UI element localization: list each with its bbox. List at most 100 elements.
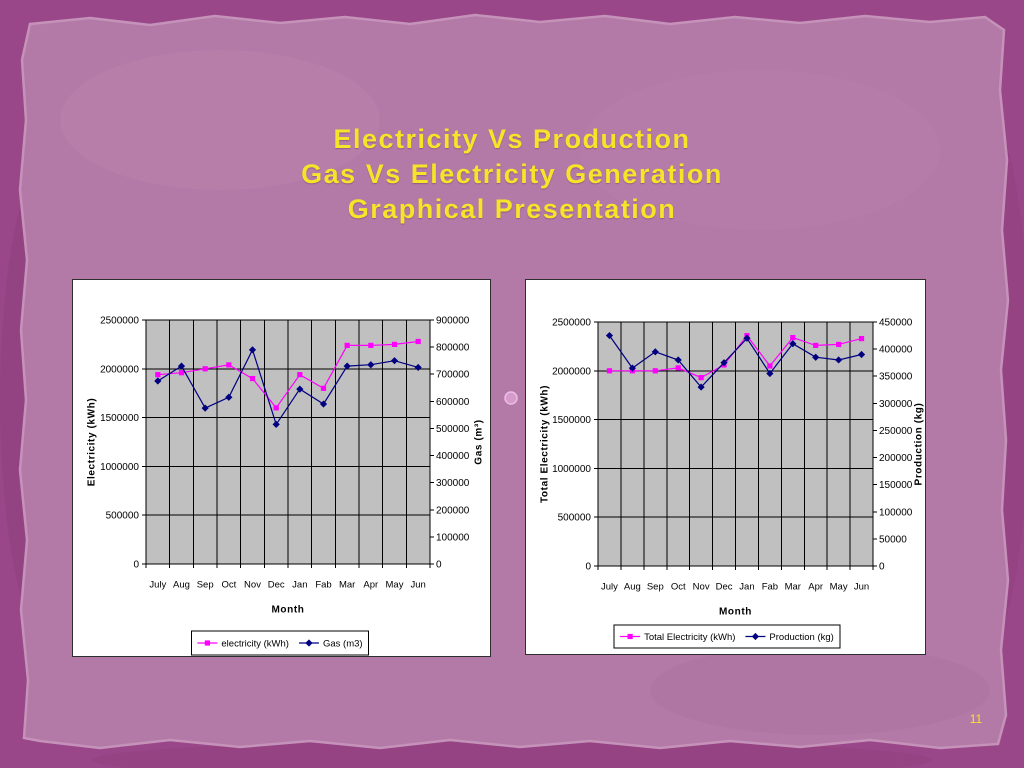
left-axis-tick-label: 500000	[558, 513, 592, 524]
x-axis-category-label: Sep	[197, 580, 214, 591]
data-point-production-kg	[857, 350, 866, 359]
data-point-total-electricity-kwh	[767, 363, 773, 369]
legend-box	[190, 630, 370, 656]
series-electricity-kwh	[155, 338, 421, 411]
right-axis-tick-label: 250000	[879, 426, 913, 437]
legend-label-electricity-kwh: electricity (kWh)	[221, 638, 289, 649]
right-axis-tick-label: 400000	[436, 451, 470, 462]
data-point-electricity-kwh	[178, 370, 185, 376]
left-axis-tick-label: 1500000	[552, 415, 591, 426]
legend-item-electricity-kwh: electricity (kWh)	[197, 638, 289, 649]
title-line-1: Electricity Vs Production	[333, 124, 691, 154]
right-axis-tick-label: 300000	[879, 399, 913, 410]
right-axis-tick-label: 400000	[879, 345, 913, 356]
right-axis-tick-label: 200000	[879, 453, 913, 464]
data-point-total-electricity-kwh	[606, 368, 613, 374]
left-axis-tick-label: 1000000	[100, 462, 139, 473]
data-point-production-kg	[812, 353, 820, 361]
x-axis-category-label: Jun	[411, 580, 426, 591]
data-point-electricity-kwh	[155, 372, 161, 378]
x-axis-category-label: Fab	[762, 582, 778, 593]
right-axis-tick-label: 300000	[436, 478, 470, 489]
legend-box	[613, 624, 841, 649]
data-point-total-electricity-kwh	[790, 335, 796, 341]
x-axis-category-label: Nov	[693, 582, 710, 593]
title-line-3: Graphical Presentation	[347, 194, 677, 224]
x-axis-category-label: July	[149, 580, 166, 591]
data-point-total-electricity-kwh	[698, 375, 704, 381]
x-axis-category-label: Apr	[363, 580, 378, 591]
page-number: 11	[969, 712, 983, 726]
right-axis-title: Production (kg)	[914, 403, 925, 486]
data-point-gas-m3	[367, 361, 375, 369]
left-axis-tick-label: 2500000	[100, 316, 139, 327]
data-point-electricity-kwh	[273, 405, 279, 411]
data-point-production-kg	[766, 369, 774, 378]
data-point-electricity-kwh	[344, 342, 350, 348]
right-axis-tick-label: 50000	[879, 534, 907, 545]
x-axis-category-label: Apr	[808, 582, 823, 593]
series-line-gas-m3	[157, 348, 419, 426]
paper-texture	[650, 645, 990, 735]
right-axis-tick-label: 800000	[436, 343, 470, 354]
left-axis-tick-label: 2000000	[100, 364, 139, 375]
legend: Total Electricity (kWh) Production (kg)	[613, 624, 841, 649]
data-point-electricity-kwh	[391, 341, 398, 347]
data-point-production-kg	[743, 334, 751, 342]
chart-electricity-vs-gas: 0 500000 1000000 1500000 2000000 2500000 0 1000…	[72, 279, 491, 657]
axes	[142, 319, 434, 568]
data-point-electricity-kwh	[320, 385, 327, 391]
x-axis-category-label: Oct	[671, 582, 686, 593]
x-axis-category-label: Dec	[716, 582, 733, 593]
x-axis-category-label: Mar	[339, 580, 355, 591]
legend-marker-electricity-kwh	[204, 640, 210, 646]
title-line-2: Gas Vs Electricity Generation	[301, 159, 723, 189]
x-axis-category-label: May	[830, 582, 848, 593]
data-point-electricity-kwh	[368, 342, 374, 348]
chart-electricity-vs-production-canvas: 0 500000 1000000 1500000 2000000 2500000 0 5000…	[540, 318, 925, 649]
data-point-total-electricity-kwh	[675, 365, 681, 371]
data-point-total-electricity-kwh	[813, 342, 819, 349]
x-axis-category-label: Oct	[221, 580, 236, 591]
right-axis-tick-label: 100000	[436, 532, 470, 543]
chart-electricity-vs-gas-canvas: 0 500000 1000000 1500000 2000000 2500000 0 1000…	[87, 316, 485, 656]
data-point-total-electricity-kwh	[652, 368, 658, 374]
right-axis-tick-label: 200000	[436, 505, 470, 516]
data-point-electricity-kwh	[297, 372, 303, 378]
x-axis-category-label: Fab	[315, 580, 331, 591]
right-axis-tick-label: 700000	[436, 370, 470, 381]
axes	[594, 321, 877, 570]
data-point-gas-m3	[225, 393, 233, 401]
data-point-electricity-kwh	[226, 362, 232, 368]
legend-items: Total Electricity (kWh) Production (kg)	[620, 632, 834, 643]
left-axis-tick-label: 0	[133, 560, 139, 571]
legend-label-total-electricity-kwh: Total Electricity (kWh)	[644, 632, 735, 643]
left-axis-tick-label: 1500000	[100, 413, 139, 424]
right-axis-tick-label: 450000	[879, 318, 913, 329]
right-axis-tick-label: 600000	[436, 397, 470, 408]
data-point-total-electricity-kwh	[836, 341, 842, 348]
legend-label-gas-m3: Gas (m3)	[323, 638, 363, 649]
left-axis-tick-label: 2000000	[552, 366, 591, 377]
data-point-production-kg	[835, 356, 843, 364]
x-axis-category-label: Jan	[739, 582, 754, 593]
right-axis-tick-label: 500000	[436, 424, 470, 435]
x-axis-category-label: Jan	[292, 580, 307, 591]
left-axis-tick-label: 500000	[106, 511, 140, 522]
legend: electricity (kWh) Gas (m3)	[190, 630, 370, 656]
paper-texture	[60, 50, 380, 190]
right-axis-tick-label: 900000	[436, 316, 470, 327]
legend-marker-production-kg	[751, 632, 760, 641]
right-axis-title: Gas (m³)	[474, 419, 485, 464]
x-axis-category-label: May	[386, 580, 404, 591]
data-point-production-kg	[789, 340, 797, 348]
x-axis-category-label: Sep	[647, 582, 664, 593]
chart-electricity-vs-production: 0 500000 1000000 1500000 2000000 2500000 0 5000…	[525, 279, 926, 655]
legend-label-production-kg: Production (kg)	[769, 632, 833, 643]
x-axis-category-label: Dec	[268, 580, 285, 591]
data-point-total-electricity-kwh	[858, 335, 865, 342]
bullet-dot	[504, 391, 518, 405]
x-axis-category-label: Mar	[785, 582, 801, 593]
data-point-electricity-kwh	[202, 366, 208, 372]
data-point-electricity-kwh	[415, 338, 421, 345]
